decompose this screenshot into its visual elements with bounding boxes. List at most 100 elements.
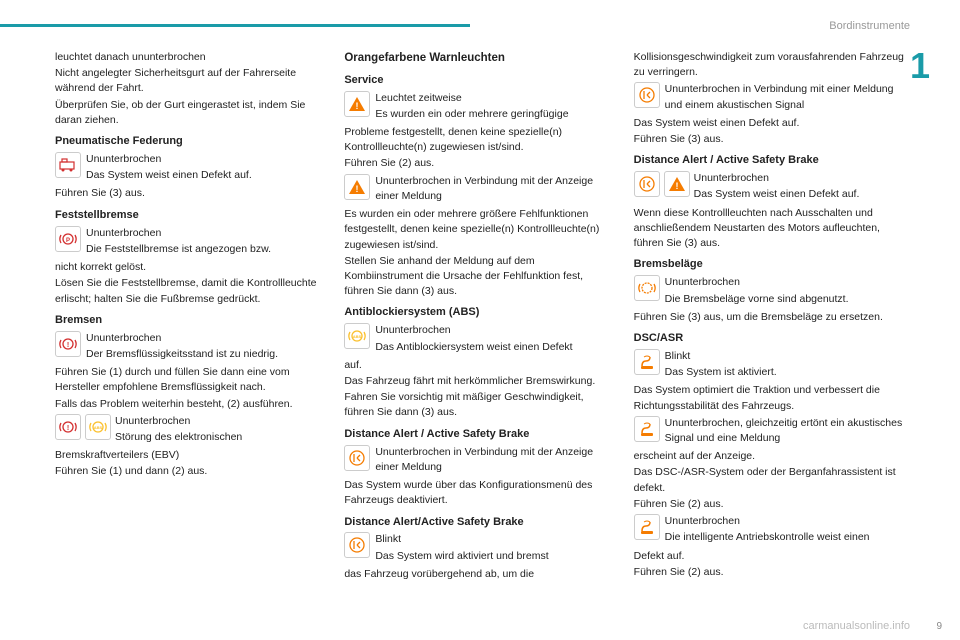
icon-row: ! Ununterbrochen Das System weist einen …: [634, 171, 905, 203]
body-text: Führen Sie (3) aus.: [634, 132, 905, 147]
body-text: Das System weist einen Defekt auf.: [634, 116, 905, 131]
distance-alert-icon: [344, 532, 370, 558]
svg-text:ABS: ABS: [353, 334, 362, 339]
icon-block: Ununterbrochen Die intelligente Antriebs…: [634, 514, 905, 546]
body-text: Es wurden ein oder mehrere größere Fehlf…: [344, 207, 615, 253]
abs-icon: ABS: [85, 414, 111, 440]
section-title: Bremsbeläge: [634, 257, 905, 273]
icon-block: Ununterbrochen, gleichzeitig ertönt ein …: [634, 416, 905, 447]
body-text: Probleme festgestellt, denen keine spezi…: [344, 125, 615, 155]
distance-alert-icon: [344, 445, 370, 471]
icon-text: Ununterbrochen Die intelligente Antriebs…: [665, 514, 905, 546]
icon-block: ! Ununterbrochen in Verbindung mit der A…: [344, 174, 615, 205]
section-title: Feststellbremse: [55, 208, 326, 224]
body-text: Führen Sie (1) und dann (2) aus.: [55, 464, 326, 479]
icon-block: Ununterbrochen in Verbindung mit einer M…: [634, 82, 905, 113]
icon-text: Ununterbrochen in Verbindung mit der Anz…: [375, 445, 615, 476]
section-title: Distance Alert / Active Safety Brake: [634, 153, 905, 169]
dsc-asr-icon: [634, 416, 660, 442]
body-text: Führen Sie (3) aus.: [55, 186, 326, 201]
brake-icon: !: [55, 331, 81, 357]
body-text: erscheint auf der Anzeige.: [634, 449, 905, 464]
body-text: Führen Sie (2) aus.: [344, 156, 615, 171]
icon-text: Ununterbrochen Die Feststellbremse ist a…: [86, 226, 326, 258]
section-title: Antiblockiersystem (ABS): [344, 305, 615, 321]
icon-text: Ununterbrochen Die Bremsbeläge vorne sin…: [665, 275, 905, 307]
body-text: Falls das Problem weiterhin besteht, (2)…: [55, 397, 326, 412]
icon-text: Ununterbrochen in Verbindung mit der Anz…: [375, 174, 615, 205]
icon-text: Blinkt Das System wird aktiviert und bre…: [375, 532, 615, 564]
icon-block: ! Leuchtet zeitweise Es wurden ein oder …: [344, 91, 615, 123]
section-title: Service: [344, 73, 615, 89]
dsc-asr-icon: [634, 349, 660, 375]
body-text: Kollisionsgeschwindigkeit zum vorausfahr…: [634, 50, 905, 80]
suspension-icon: [55, 152, 81, 178]
icon-block: ! Ununterbrochen Der Bremsflüssigkeitsst…: [55, 331, 326, 363]
section-title: Bremsen: [55, 313, 326, 329]
chapter-number: 1: [910, 45, 930, 87]
body-text: Defekt auf.: [634, 549, 905, 564]
distance-alert-icon: [634, 82, 660, 108]
svg-text:ABS: ABS: [94, 425, 103, 430]
service-warning-icon: !: [344, 174, 370, 200]
svg-text:!: !: [67, 342, 69, 349]
body-text: Das System optimiert die Traktion und ve…: [634, 383, 905, 413]
body-text: das Fahrzeug vorübergehend ab, um die: [344, 567, 615, 582]
icon-block: ABS Ununterbrochen Das Antiblockiersyste…: [344, 323, 615, 355]
icon-text: Ununterbrochen in Verbindung mit einer M…: [665, 82, 905, 113]
body-text: Führen Sie (2) aus.: [634, 565, 905, 580]
body-text: Fahren Sie vorsichtig mit mäßiger Geschw…: [344, 390, 615, 420]
column-2: Orangefarbene Warnleuchten Service ! Leu…: [344, 50, 615, 583]
icon-text: Leuchtet zeitweise Es wurden ein oder me…: [375, 91, 615, 123]
body-text: Bremskraftverteilers (EBV): [55, 448, 326, 463]
header-accent-line: [0, 24, 470, 27]
section-title: Pneumatische Federung: [55, 134, 326, 150]
distance-alert-icon: [634, 171, 660, 197]
intro-text: Überprüfen Sie, ob der Gurt eingerastet …: [55, 98, 326, 128]
abs-icon: ABS: [344, 323, 370, 349]
body-text: Lösen Sie die Feststellbremse, damit die…: [55, 276, 326, 306]
icon-block: Blinkt Das System ist aktiviert.: [634, 349, 905, 381]
brake-pad-icon: [634, 275, 660, 301]
intro-text: leuchtet danach ununterbrochen: [55, 50, 326, 65]
section-title: Distance Alert / Active Safety Brake: [344, 427, 615, 443]
column-3: Kollisionsgeschwindigkeit zum vorausfahr…: [634, 50, 905, 583]
body-text: auf.: [344, 358, 615, 373]
icon-text: Ununterbrochen Störung des elektronische…: [115, 414, 326, 446]
page-number: 9: [936, 621, 942, 632]
icon-text: Ununterbrochen Das Antiblockiersystem we…: [375, 323, 615, 355]
icon-block: Ununterbrochen Die Bremsbeläge vorne sin…: [634, 275, 905, 307]
icon-block: Ununterbrochen in Verbindung mit der Anz…: [344, 445, 615, 476]
icon-text: Ununterbrochen Das System weist einen De…: [86, 152, 326, 184]
breadcrumb: Bordinstrumente: [829, 20, 910, 32]
icon-block: Blinkt Das System wird aktiviert und bre…: [344, 532, 615, 564]
service-warning-icon: !: [344, 91, 370, 117]
icon-block: Ununterbrochen Das System weist einen De…: [55, 152, 326, 184]
icon-text: Ununterbrochen, gleichzeitig ertönt ein …: [665, 416, 905, 447]
svg-text:!: !: [356, 101, 359, 111]
body-text: Wenn diese Kontrollleuchten nach Ausscha…: [634, 206, 905, 252]
svg-text:!: !: [67, 425, 69, 432]
intro-text: Nicht angelegter Sicherheitsgurt auf der…: [55, 66, 326, 96]
service-warning-icon: !: [664, 171, 690, 197]
icon-text: Ununterbrochen Das System weist einen De…: [694, 171, 905, 203]
body-text: nicht korrekt gelöst.: [55, 260, 326, 275]
body-text: Stellen Sie anhand der Meldung auf dem K…: [344, 254, 615, 300]
brake-icon: !: [55, 414, 81, 440]
body-text: Führen Sie (1) durch und füllen Sie dann…: [55, 365, 326, 395]
watermark: carmanualsonline.info: [803, 620, 910, 632]
section-title: Distance Alert/Active Safety Brake: [344, 515, 615, 531]
body-text: Führen Sie (3) aus, um die Bremsbeläge z…: [634, 310, 905, 325]
body-text: Das Fahrzeug fährt mit herkömmlicher Bre…: [344, 374, 615, 389]
icon-row: ! ABS Ununterbrochen Störung des elektro…: [55, 414, 326, 446]
column-1: leuchtet danach ununterbrochen Nicht ang…: [55, 50, 326, 583]
page-content: leuchtet danach ununterbrochen Nicht ang…: [55, 50, 905, 583]
svg-text:!: !: [356, 184, 359, 194]
icon-block: P Ununterbrochen Die Feststellbremse ist…: [55, 226, 326, 258]
body-text: Führen Sie (2) aus.: [634, 497, 905, 512]
svg-text:P: P: [66, 238, 70, 244]
icon-text: Blinkt Das System ist aktiviert.: [665, 349, 905, 381]
dsc-asr-icon: [634, 514, 660, 540]
icon-text: Ununterbrochen Der Bremsflüssigkeitsstan…: [86, 331, 326, 363]
section-title: Orangefarbene Warnleuchten: [344, 50, 615, 67]
